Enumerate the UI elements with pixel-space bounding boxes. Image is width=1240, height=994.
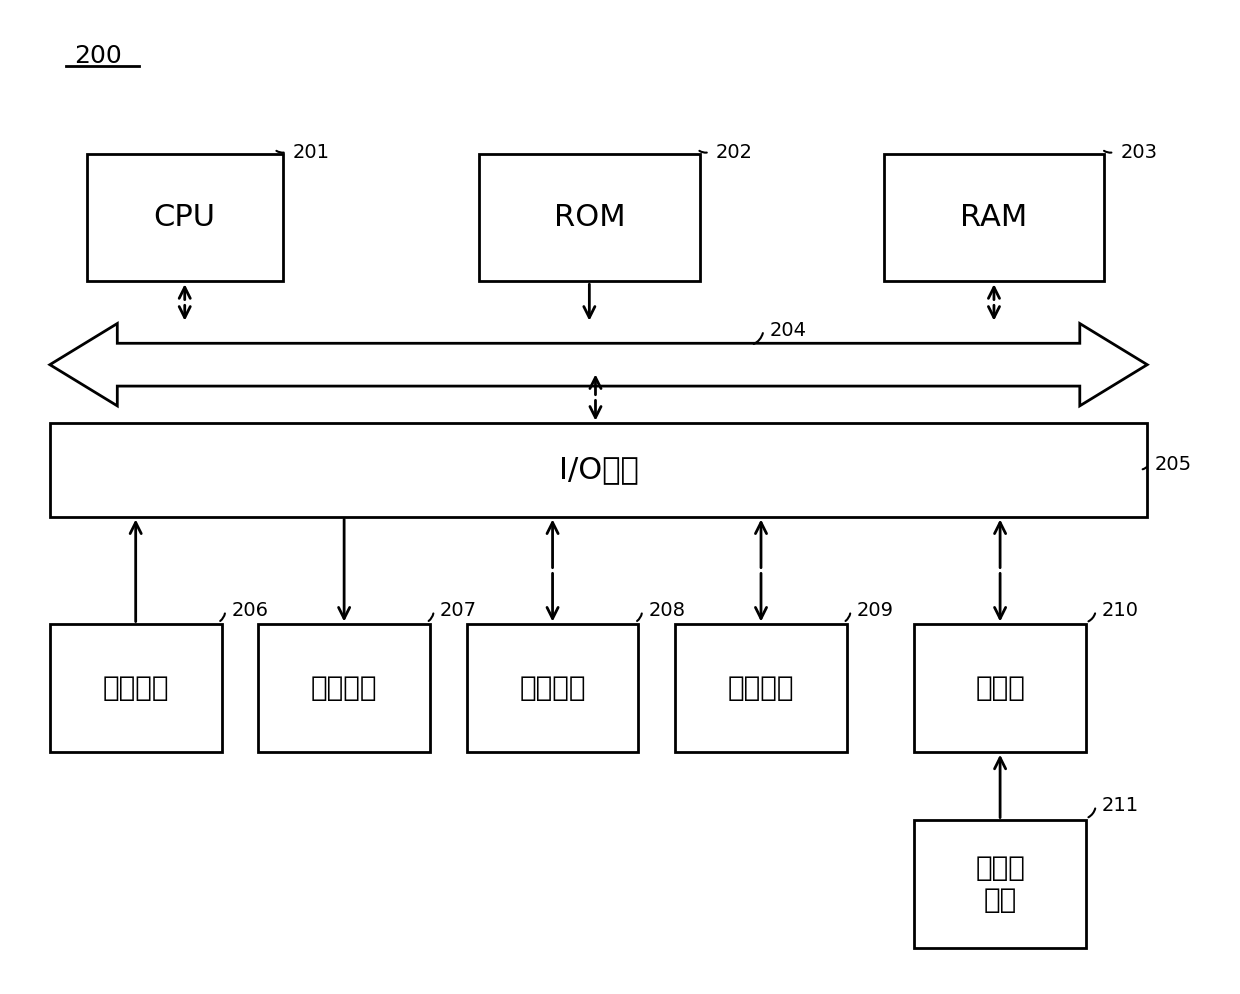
Bar <box>914 820 1086 948</box>
Bar <box>466 624 639 751</box>
Text: 200: 200 <box>74 44 122 68</box>
Bar <box>87 154 283 281</box>
Text: RAM: RAM <box>960 203 1028 233</box>
Text: 可拆卸
介质: 可拆卸 介质 <box>975 854 1025 914</box>
Text: 203: 203 <box>1120 142 1157 161</box>
Bar <box>50 624 222 751</box>
Bar <box>914 624 1086 751</box>
Text: 207: 207 <box>440 601 476 620</box>
Text: 211: 211 <box>1102 796 1140 815</box>
Bar <box>479 154 699 281</box>
Text: I/O接口: I/O接口 <box>559 455 639 484</box>
Text: CPU: CPU <box>154 203 216 233</box>
Text: 储存部分: 储存部分 <box>520 674 585 702</box>
Text: 205: 205 <box>1154 455 1192 474</box>
Bar <box>50 423 1147 517</box>
Text: 输出部分: 输出部分 <box>311 674 377 702</box>
Text: 206: 206 <box>232 601 268 620</box>
Text: 204: 204 <box>770 321 806 340</box>
Text: 驱动器: 驱动器 <box>975 674 1025 702</box>
Text: 210: 210 <box>1102 601 1138 620</box>
Text: 通信部分: 通信部分 <box>728 674 795 702</box>
Text: 输入部分: 输入部分 <box>103 674 169 702</box>
Bar <box>258 624 430 751</box>
Text: 208: 208 <box>649 601 686 620</box>
Text: ROM: ROM <box>553 203 625 233</box>
Text: 201: 201 <box>293 142 330 161</box>
Bar <box>675 624 847 751</box>
Polygon shape <box>50 323 1147 406</box>
Bar <box>884 154 1105 281</box>
Text: 202: 202 <box>715 142 753 161</box>
Text: 209: 209 <box>857 601 894 620</box>
